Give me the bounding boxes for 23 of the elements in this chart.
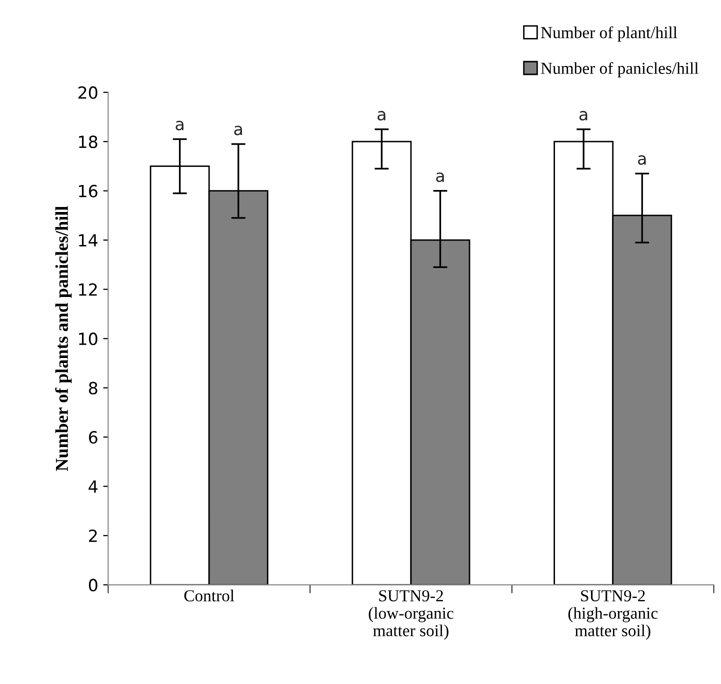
y-tick-label: 20 <box>78 86 98 99</box>
y-tick-label: 6 <box>88 431 98 444</box>
annotation: a <box>579 110 588 120</box>
legend-label: Number of panicles/hill <box>540 62 698 78</box>
annotation: a <box>378 110 386 120</box>
y-tick-label: 8 <box>88 382 98 394</box>
y-tick-label: 10 <box>79 332 98 346</box>
annotation: a <box>638 155 646 165</box>
annotation: a <box>436 172 444 182</box>
y-tick-label: 0 <box>88 578 98 592</box>
annotation: a <box>234 126 242 136</box>
y-tick-label: 18 <box>79 136 98 148</box>
y-tick-label: 14 <box>79 234 98 246</box>
y-tick-label: 12 <box>79 283 97 296</box>
y-axis-title: Number of plants and panicles/hill <box>55 206 72 472</box>
legend-label: Number of plant/hill <box>540 26 678 42</box>
x-tick-label: SUTN9-2 (high-organic matter soil) <box>568 590 658 640</box>
annotation: a <box>176 120 184 130</box>
y-tick-label: 2 <box>89 530 97 542</box>
y-tick-label: 4 <box>88 480 98 493</box>
x-tick-label: Control <box>184 590 234 602</box>
x-tick-label: SUTN9-2 (low-organic matter soil) <box>368 590 454 640</box>
y-tick-label: 16 <box>79 184 98 198</box>
